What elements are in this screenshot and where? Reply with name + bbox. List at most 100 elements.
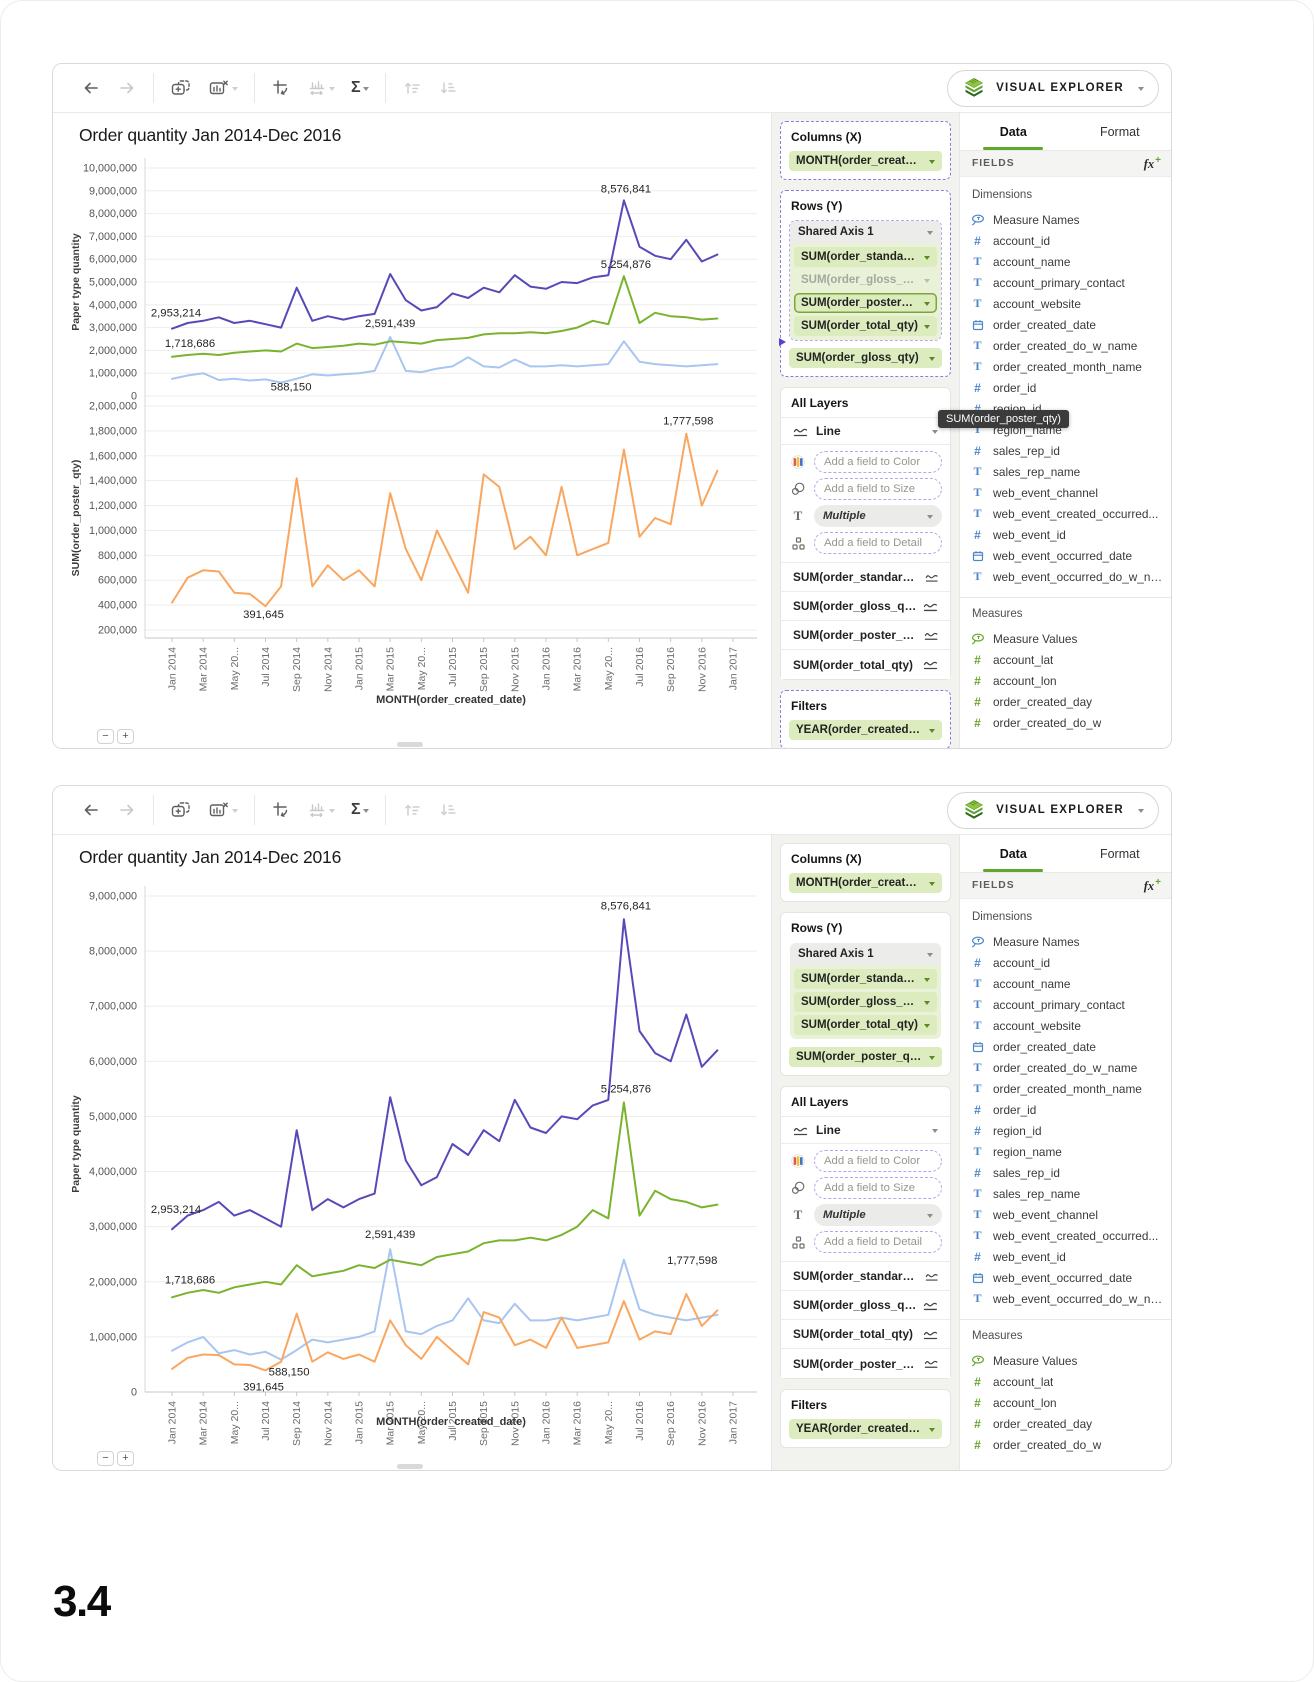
text-field-value[interactable]: Multiple: [814, 505, 942, 527]
clear-visualization-button[interactable]: [204, 796, 242, 824]
add-calculated-field-button[interactable]: fx+: [1143, 876, 1161, 894]
text-field-value[interactable]: Multiple: [814, 1204, 942, 1226]
pill-caret-icon[interactable]: [929, 1427, 935, 1435]
visual-explorer-menu[interactable]: VISUAL EXPLORER: [947, 791, 1159, 829]
shared-axis-header[interactable]: Shared Axis 1: [790, 221, 941, 243]
pill-caret-icon[interactable]: [929, 728, 935, 736]
field-pill[interactable]: SUM(order_standard_qty): [794, 247, 937, 267]
field-item[interactable]: Measure Names: [970, 931, 1163, 952]
forward-button[interactable]: [113, 74, 141, 102]
field-item[interactable]: # account_id: [970, 230, 1163, 251]
zoom-in-button[interactable]: +: [117, 729, 134, 744]
color-field-dropzone[interactable]: Add a field to Color: [814, 1150, 942, 1172]
field-item[interactable]: # sales_rep_id: [970, 440, 1163, 461]
field-item[interactable]: web_event_occurred_date: [970, 1267, 1163, 1288]
field-pill-columns[interactable]: MONTH(order_created_d...: [789, 873, 942, 893]
mark-type-select[interactable]: Line: [781, 1116, 950, 1144]
field-pill[interactable]: SUM(order_gloss_qty): [789, 348, 942, 368]
field-item[interactable]: # order_created_do_w: [970, 1434, 1163, 1455]
pill-caret-icon[interactable]: [924, 324, 930, 332]
text-caret-icon[interactable]: [927, 514, 933, 522]
layer-row[interactable]: SUM(order_poster_qty): [781, 1349, 950, 1378]
tab-format[interactable]: Format: [1099, 124, 1140, 139]
field-item[interactable]: order_created_date: [970, 1036, 1163, 1057]
fit-axes-button[interactable]: [303, 74, 339, 102]
pill-caret-icon[interactable]: [924, 301, 930, 309]
sort-descending-button[interactable]: [434, 74, 462, 102]
sort-descending-button[interactable]: [434, 796, 462, 824]
pill-caret-icon[interactable]: [929, 159, 935, 167]
shared-axis-header[interactable]: Shared Axis 1: [790, 943, 941, 965]
swap-axes-button[interactable]: [267, 796, 295, 824]
horizontal-scrollbar[interactable]: [397, 742, 423, 747]
field-pill[interactable]: SUM(order_gloss_qty): [794, 270, 937, 290]
field-item[interactable]: # region_id: [970, 398, 1163, 419]
field-item[interactable]: # account_lat: [970, 1371, 1163, 1392]
shared-axis-caret-icon[interactable]: [927, 952, 933, 960]
size-field-dropzone[interactable]: Add a field to Size: [814, 1177, 942, 1199]
sort-ascending-button[interactable]: [398, 74, 426, 102]
field-item[interactable]: # account_id: [970, 952, 1163, 973]
zoom-out-button[interactable]: −: [97, 1451, 114, 1466]
field-item[interactable]: # account_lon: [970, 1392, 1163, 1413]
field-item[interactable]: # order_created_day: [970, 691, 1163, 712]
tab-data[interactable]: Data: [960, 113, 1067, 150]
back-button[interactable]: [77, 74, 105, 102]
detail-field-dropzone[interactable]: Add a field to Detail: [814, 1231, 942, 1253]
pill-caret-icon[interactable]: [924, 278, 930, 286]
field-item[interactable]: order_created_date: [970, 314, 1163, 335]
field-item[interactable]: # web_event_id: [970, 524, 1163, 545]
zoom-out-button[interactable]: −: [97, 729, 114, 744]
field-pill[interactable]: SUM(order_total_qty): [794, 1015, 937, 1035]
layer-row[interactable]: SUM(order_standard_q...: [781, 563, 950, 592]
layer-row[interactable]: SUM(order_total_qty): [781, 1320, 950, 1349]
back-button[interactable]: [77, 796, 105, 824]
pill-caret-icon[interactable]: [924, 1023, 930, 1031]
field-item[interactable]: web_event_occurred_date: [970, 545, 1163, 566]
add-calculated-field-button[interactable]: fx+: [1143, 154, 1161, 172]
field-item[interactable]: Measure Values: [970, 1350, 1163, 1371]
aggregate-button[interactable]: Σ: [347, 798, 373, 822]
swap-axes-button[interactable]: [267, 74, 295, 102]
layer-row[interactable]: SUM(order_standard_q...: [781, 1262, 950, 1291]
pill-caret-icon[interactable]: [924, 255, 930, 263]
mark-type-select[interactable]: Line: [781, 417, 950, 445]
aggregate-button[interactable]: Σ: [347, 76, 373, 100]
filters-shelf[interactable]: Filters YEAR(order_created_date): [780, 690, 951, 748]
tab-format[interactable]: Format: [1099, 846, 1140, 861]
forward-button[interactable]: [113, 796, 141, 824]
field-item[interactable]: # account_lat: [970, 649, 1163, 670]
zoom-in-button[interactable]: +: [117, 1451, 134, 1466]
rows-shelf[interactable]: Rows (Y) Shared Axis 1 SUM(order_standar…: [780, 912, 951, 1076]
field-pill-columns[interactable]: MONTH(order_created_d...: [789, 151, 942, 171]
pill-caret-icon[interactable]: [929, 1055, 935, 1063]
field-item[interactable]: # order_created_day: [970, 1413, 1163, 1434]
field-item[interactable]: # order_id: [970, 377, 1163, 398]
layer-row[interactable]: SUM(order_gloss_qty): [781, 592, 950, 621]
pill-caret-icon[interactable]: [929, 881, 935, 889]
field-item[interactable]: # sales_rep_id: [970, 1162, 1163, 1183]
field-pill[interactable]: SUM(order_poster_qty): [789, 1047, 942, 1067]
shared-axis-caret-icon[interactable]: [927, 230, 933, 238]
mark-type-caret-icon[interactable]: [932, 1128, 938, 1136]
layer-row[interactable]: SUM(order_poster_qty): [781, 621, 950, 650]
field-pill-filter[interactable]: YEAR(order_created_date): [789, 720, 942, 740]
columns-shelf[interactable]: Columns (X) MONTH(order_created_d...: [780, 121, 951, 180]
text-caret-icon[interactable]: [927, 1213, 933, 1221]
